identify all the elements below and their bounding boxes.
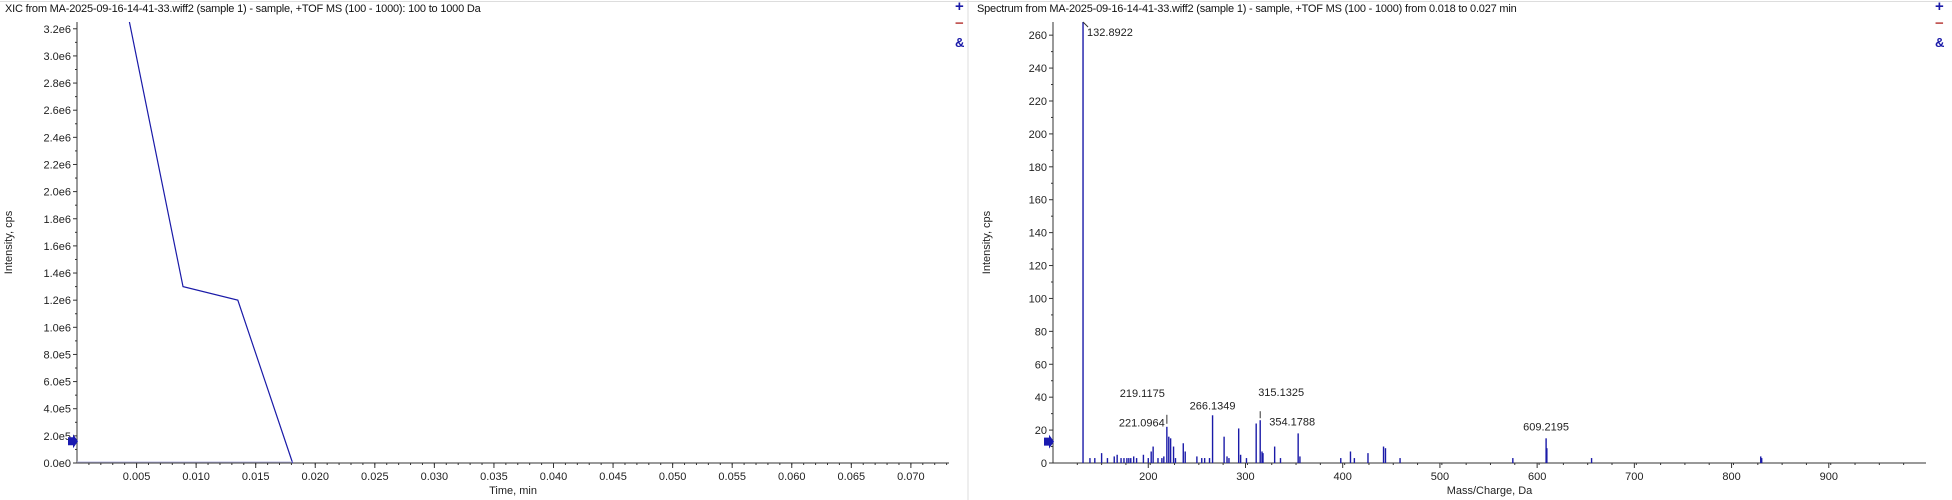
y-tick-label: 6.0e5 (43, 377, 71, 389)
x-tick-label: 0.050 (659, 471, 687, 483)
y-tick-label: 1.4e6 (43, 268, 71, 280)
y-tick-label: 0.0e0 (43, 458, 71, 470)
zoom-out-icon[interactable]: − (1935, 15, 1944, 32)
peak-label: 354.1788 (1269, 416, 1315, 428)
x-tick-label: 800 (1722, 471, 1740, 483)
spectrum-title: Spectrum from MA-2025-09-16-14-41-33.wif… (977, 3, 1517, 15)
x-tick-label: 0.060 (778, 471, 806, 483)
zoom-in-icon[interactable]: + (955, 0, 964, 15)
x-axis-label: Mass/Charge, Da (1447, 485, 1533, 497)
x-tick-label: 300 (1236, 471, 1254, 483)
spectrum-chart[interactable]: 0 20 40 60 80 100 120 140 160 180 200 220 240 260 200 3… (981, 21, 1926, 497)
x-tick-label: 700 (1625, 471, 1643, 483)
x-tick-label: 0.030 (421, 471, 449, 483)
y-tick-label: 140 (1029, 228, 1047, 240)
y-tick-label: 2.4e6 (43, 132, 71, 144)
y-tick-label: 40 (1035, 392, 1047, 404)
x-tick-label: 0.070 (897, 471, 925, 483)
x-tick-label: 0.005 (123, 471, 151, 483)
peak-label: 315.1325 (1258, 387, 1304, 399)
y-tick-label: 220 (1029, 96, 1047, 108)
x-axis-label: Time, min (489, 485, 537, 497)
xic-chart[interactable]: 0.0e0 2.0e5 4.0e5 6.0e5 8.0e5 1.0e6 1.2e6 1.4e6… (3, 21, 949, 497)
x-tick-label: 0.065 (838, 471, 866, 483)
y-tick-label: 4.0e5 (43, 404, 71, 416)
y-tick-label: 180 (1029, 162, 1047, 174)
y-tick-label: 2.8e6 (43, 78, 71, 90)
y-tick-label: 100 (1029, 293, 1047, 305)
xic-trace (128, 22, 294, 464)
y-axis-label: Intensity, cps (3, 210, 15, 274)
x-tick-label: 600 (1528, 471, 1546, 483)
x-tick-label: 0.045 (599, 471, 627, 483)
link-icon[interactable]: & (955, 35, 965, 50)
threshold-marker-icon[interactable] (1044, 434, 1054, 449)
x-tick-label: 0.055 (718, 471, 746, 483)
y-axis-label: Intensity, cps (981, 210, 993, 274)
y-tick-label: 160 (1029, 195, 1047, 207)
y-tick-label: 2.2e6 (43, 159, 71, 171)
y-tick-label: 60 (1035, 359, 1047, 371)
link-icon[interactable]: & (1935, 35, 1945, 50)
x-tick-label: 0.040 (540, 471, 568, 483)
y-tick-label: 2.0e5 (43, 431, 71, 443)
y-tick-label: 3.0e6 (43, 51, 71, 63)
x-tick-label: 0.035 (480, 471, 508, 483)
y-tick-label: 3.2e6 (43, 24, 71, 36)
y-tick-label: 20 (1035, 425, 1047, 437)
y-tick-label: 120 (1029, 261, 1047, 273)
x-tick-label: 400 (1334, 471, 1352, 483)
x-tick-label: 500 (1431, 471, 1449, 483)
xic-title: XIC from MA-2025-09-16-14-41-33.wiff2 (s… (5, 3, 481, 15)
y-tick-label: 80 (1035, 326, 1047, 338)
x-tick-label: 0.020 (301, 471, 329, 483)
x-tick-label: 900 (1820, 471, 1838, 483)
zoom-out-icon[interactable]: − (955, 15, 964, 32)
peak-label: 219.1175 (1120, 388, 1165, 400)
y-tick-label: 1.8e6 (43, 214, 71, 226)
x-tick-label: 0.015 (242, 471, 270, 483)
y-tick-label: 240 (1029, 63, 1047, 75)
y-tick-label: 8.0e5 (43, 349, 71, 361)
x-tick-label: 0.010 (182, 471, 210, 483)
y-tick-label: 200 (1029, 129, 1047, 141)
y-tick-label: 1.6e6 (43, 241, 71, 253)
peak-label: 221.0964 (1119, 418, 1165, 430)
y-tick-label: 1.0e6 (43, 322, 71, 334)
y-tick-label: 0 (1041, 458, 1047, 470)
x-tick-label: 200 (1139, 471, 1157, 483)
y-tick-label: 2.0e6 (43, 187, 71, 199)
y-tick-label: 2.6e6 (43, 105, 71, 117)
y-tick-label: 260 (1029, 30, 1047, 42)
peak-label-leader (1082, 21, 1089, 28)
peak-label: 609.2195 (1523, 421, 1569, 433)
x-tick-label: 0.025 (361, 471, 389, 483)
threshold-marker-icon[interactable] (68, 434, 78, 449)
peak-label: 266.1349 (1190, 400, 1236, 412)
peak-label: 132.8922 (1087, 27, 1133, 39)
zoom-in-icon[interactable]: + (1935, 0, 1944, 15)
y-tick-label: 1.2e6 (43, 295, 71, 307)
